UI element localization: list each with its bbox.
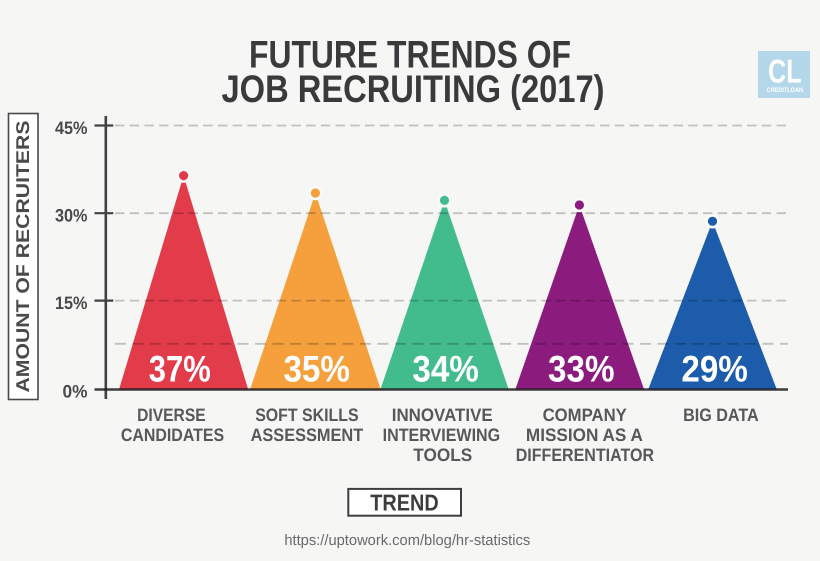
svg-text:45%: 45% — [55, 118, 88, 138]
svg-text:35%: 35% — [283, 348, 350, 389]
svg-text:34%: 34% — [412, 348, 479, 389]
svg-text:DIVERSE: DIVERSE — [137, 405, 206, 425]
svg-text:FUTURE TRENDS OF: FUTURE TRENDS OF — [249, 33, 571, 76]
svg-text:INNOVATIVE: INNOVATIVE — [392, 405, 493, 425]
svg-text:COMPANY: COMPANY — [543, 405, 627, 425]
svg-text:33%: 33% — [548, 348, 615, 389]
svg-text:INTERVIEWING: INTERVIEWING — [383, 425, 501, 445]
svg-text:15%: 15% — [55, 293, 88, 313]
svg-text:0%: 0% — [63, 381, 88, 401]
svg-text:JOB RECRUITING (2017): JOB RECRUITING (2017) — [222, 68, 605, 111]
svg-text:SOFT SKILLS: SOFT SKILLS — [255, 405, 358, 425]
svg-text:CANDIDATES: CANDIDATES — [121, 425, 224, 445]
svg-text:https://uptowork.com/blog/hr-s: https://uptowork.com/blog/hr-statistics — [284, 532, 530, 549]
svg-text:BIG DATA: BIG DATA — [683, 405, 759, 425]
svg-text:DIFFERENTIATOR: DIFFERENTIATOR — [516, 445, 654, 465]
svg-text:CL: CL — [768, 53, 802, 90]
svg-text:TOOLS: TOOLS — [413, 445, 472, 465]
svg-text:TREND: TREND — [370, 490, 438, 516]
svg-text:29%: 29% — [681, 348, 748, 389]
svg-text:CREDITLOAN: CREDITLOAN — [767, 87, 804, 94]
svg-text:AMOUNT OF RECRUITERS: AMOUNT OF RECRUITERS — [12, 121, 33, 393]
svg-text:MISSION AS A: MISSION AS A — [526, 425, 643, 445]
svg-text:ASSESSMENT: ASSESSMENT — [251, 425, 364, 445]
svg-text:37%: 37% — [149, 348, 211, 389]
svg-text:30%: 30% — [55, 206, 88, 226]
